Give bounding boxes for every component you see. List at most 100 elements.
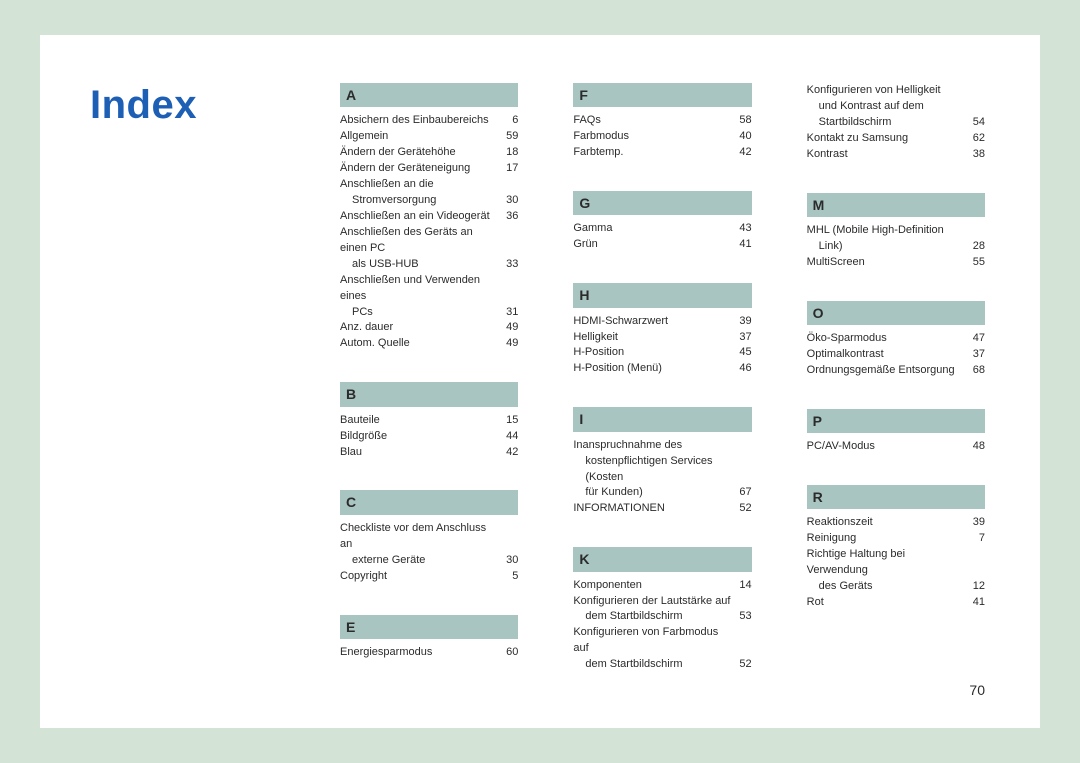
section-letter: C xyxy=(340,490,518,514)
entry-text: Anschließen und Verwenden eines xyxy=(340,274,480,302)
entry-page: 68 xyxy=(973,363,985,379)
entry-text: dem Startbildschirm xyxy=(573,609,682,625)
entry-text: Grün xyxy=(573,238,597,250)
entry-text: FAQs xyxy=(573,114,601,126)
index-entry: Konfigurieren von Helligkeit xyxy=(807,83,985,99)
index-entry: Grün41 xyxy=(573,237,751,253)
index-section: E Energiesparmodus 60 xyxy=(340,615,518,661)
index-entry: Ordnungsgemäße Entsorgung68 xyxy=(807,363,985,379)
index-section: O Öko-Sparmodus47Optimalkontrast 37Ordnung… xyxy=(807,301,985,379)
section-letter: B xyxy=(340,382,518,406)
entry-text: Autom. Quelle xyxy=(340,337,410,349)
index-entry: Helligkeit37 xyxy=(573,330,751,346)
entry-text: Kontakt zu Samsung xyxy=(807,132,909,144)
index-entry: INFORMATIONEN52 xyxy=(573,501,751,517)
entry-text: Checkliste vor dem Anschluss an xyxy=(340,522,486,550)
index-entry: HDMI-Schwarzwert39 xyxy=(573,314,751,330)
entry-page: 7 xyxy=(979,531,985,547)
index-section: GGamma43Grün41 xyxy=(573,191,751,253)
index-entry: Rot41 xyxy=(807,595,985,611)
index-entry: Farbmodus40 xyxy=(573,129,751,145)
entry-page: 28 xyxy=(973,239,985,255)
entry-text: dem Startbildschirm xyxy=(573,657,682,673)
index-entry: Allgemein59 xyxy=(340,129,518,145)
entry-page: 36 xyxy=(506,209,518,225)
entry-page: 44 xyxy=(506,429,518,445)
entry-page: 6 xyxy=(512,113,518,129)
entry-page: 17 xyxy=(506,161,518,177)
index-entry: Startbildschirm54 xyxy=(807,115,985,131)
entry-text: Anz. dauer xyxy=(340,321,393,333)
entry-text: INFORMATIONEN xyxy=(573,502,664,514)
index-entry: H-Position45 xyxy=(573,345,751,361)
index-entry: Anschließen des Geräts an einen PC xyxy=(340,225,518,257)
entry-text: Absichern des Einbaubereichs xyxy=(340,114,489,126)
index-entry: PCs31 xyxy=(340,305,518,321)
entry-page: 48 xyxy=(973,439,985,455)
index-section: M MHL (Mobile High-Definition Link) 28 Multi… xyxy=(807,193,985,271)
index-section: HHDMI-Schwarzwert39Helligkeit37H-Positio… xyxy=(573,283,751,377)
entry-text: MHL (Mobile High-Definition xyxy=(807,224,944,236)
entry-page: 52 xyxy=(739,657,751,673)
index-section: PPC/AV-Modus48 xyxy=(807,409,985,455)
entry-page: 12 xyxy=(973,579,985,595)
index-entry: des Geräts12 xyxy=(807,579,985,595)
index-entry: Optimalkontrast 37 xyxy=(807,347,985,363)
section-letter: M xyxy=(807,193,985,217)
index-entry: Autom. Quelle 49 xyxy=(340,336,518,352)
index-entry: Energiesparmodus 60 xyxy=(340,645,518,661)
entry-text: Konfigurieren der Lautstärke auf xyxy=(573,595,730,607)
entry-text: Anschließen an ein Videogerät xyxy=(340,210,490,222)
index-entry: Anschließen an ein Videogerät 36 xyxy=(340,209,518,225)
index-entry: externe Geräte30 xyxy=(340,553,518,569)
index-entry: Checkliste vor dem Anschluss an xyxy=(340,521,518,553)
entry-page: 49 xyxy=(506,336,518,352)
entry-text: HDMI-Schwarzwert xyxy=(573,315,668,327)
entry-text: Optimalkontrast xyxy=(807,348,884,360)
index-entry: Kontrast38 xyxy=(807,147,985,163)
entry-page: 39 xyxy=(973,515,985,531)
entry-page: 53 xyxy=(739,609,751,625)
section-letter: F xyxy=(573,83,751,107)
entry-page: 58 xyxy=(739,113,751,129)
index-entry: Komponenten14 xyxy=(573,578,751,594)
entry-text: Gamma xyxy=(573,222,612,234)
index-entry: Blau42 xyxy=(340,445,518,461)
entry-page: 30 xyxy=(506,193,518,209)
entry-page: 54 xyxy=(973,115,985,131)
entry-text: Bildgröße xyxy=(340,430,387,442)
index-columns: AAbsichern des Einbaubereichs6Allgemein5… xyxy=(340,83,985,673)
entry-text: H-Position (Menü) xyxy=(573,362,662,374)
entry-text: Anschließen des Geräts an einen PC xyxy=(340,226,473,254)
entry-text: Kontrast xyxy=(807,148,848,160)
entry-page: 67 xyxy=(739,485,751,501)
section-letter: K xyxy=(573,547,751,571)
entry-text: Bauteile xyxy=(340,414,380,426)
entry-text: Link) xyxy=(807,239,843,255)
index-entry: Konfigurieren von Farbmodus auf xyxy=(573,625,751,657)
entry-text: Stromversorgung xyxy=(340,193,436,209)
index-entry: kostenpflichtigen Services (Kosten xyxy=(573,454,751,486)
index-entry: Absichern des Einbaubereichs 6 xyxy=(340,113,518,129)
index-entry: FAQs 58 xyxy=(573,113,751,129)
section-letter: E xyxy=(340,615,518,639)
entry-page: 62 xyxy=(973,131,985,147)
index-entry: Richtige Haltung bei Verwendung xyxy=(807,547,985,579)
section-letter: I xyxy=(573,407,751,431)
entry-page: 37 xyxy=(973,347,985,363)
entry-text: MultiScreen xyxy=(807,256,865,268)
entry-text: Energiesparmodus xyxy=(340,646,432,658)
entry-text: Anschließen an die xyxy=(340,178,434,190)
entry-text: PCs xyxy=(340,305,373,321)
entry-page: 43 xyxy=(739,221,751,237)
entry-page: 55 xyxy=(973,255,985,271)
index-entry: Reinigung7 xyxy=(807,531,985,547)
index-entry: Öko-Sparmodus47 xyxy=(807,331,985,347)
index-entry: Anschließen an die xyxy=(340,177,518,193)
entry-page: 47 xyxy=(973,331,985,347)
section-letter: O xyxy=(807,301,985,325)
entry-page: 60 xyxy=(506,645,518,661)
entry-text: externe Geräte xyxy=(340,553,425,569)
entry-page: 46 xyxy=(739,361,751,377)
index-entry: Inanspruchnahme des xyxy=(573,438,751,454)
